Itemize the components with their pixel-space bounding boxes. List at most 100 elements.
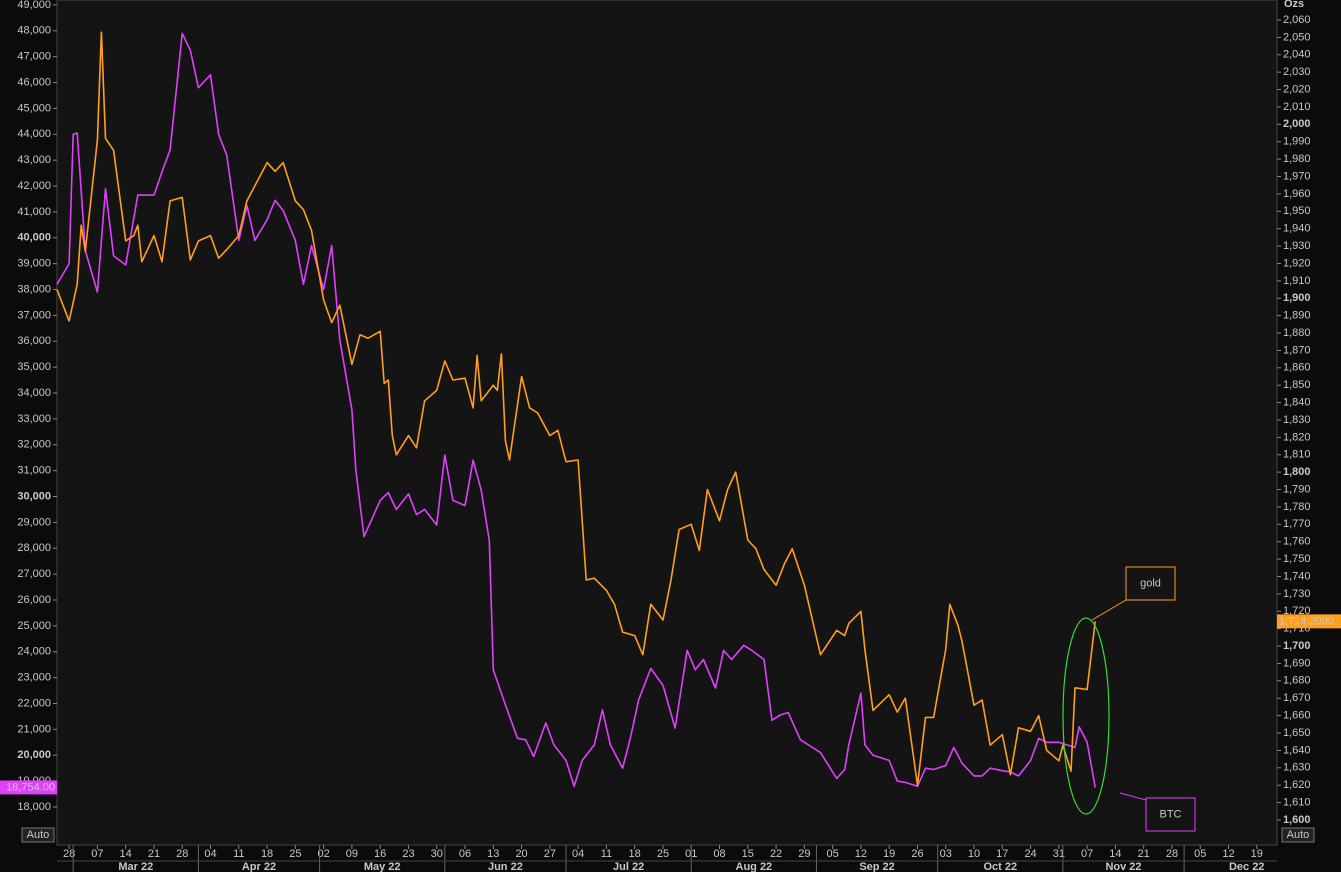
- x-tick-label: 27: [544, 848, 556, 860]
- x-tick-label: 24: [1024, 848, 1036, 860]
- x-tick-label: 09: [346, 848, 358, 860]
- annotation-connector: [1091, 599, 1127, 621]
- y2-tick-label: 2,050: [1283, 31, 1311, 43]
- y-tick-label: 31,000: [17, 465, 51, 477]
- x-tick-label: 11: [233, 848, 244, 860]
- y2-tick-label: 1,860: [1283, 362, 1311, 374]
- y-tick-label: 43,000: [17, 154, 51, 166]
- x-tick-label: 04: [204, 848, 216, 860]
- x-tick-label: 23: [402, 848, 414, 860]
- y-tick-label: 25,000: [17, 620, 51, 632]
- annotation-text: BTC: [1160, 808, 1182, 820]
- x-tick-label: 21: [1138, 848, 1150, 860]
- y2-tick-label: 1,930: [1283, 240, 1311, 252]
- x-tick-label: 04: [572, 848, 584, 860]
- x-tick-label: 10: [968, 848, 980, 860]
- annotation-text: gold: [1140, 577, 1161, 589]
- x-tick-label: 25: [657, 848, 669, 860]
- auto-button[interactable]: [21, 827, 55, 843]
- y2-tick-label: 1,980: [1283, 153, 1311, 165]
- auto-button[interactable]: [1281, 827, 1315, 843]
- x-tick-label: 20: [515, 848, 527, 860]
- y2-tick-label: 2,010: [1283, 101, 1311, 113]
- y-tick-label: 45,000: [17, 102, 51, 114]
- y-tick-label: 41,000: [17, 206, 51, 218]
- x-tick-label: 30: [431, 848, 443, 860]
- y-tick-label: 35,000: [17, 361, 51, 373]
- y2-tick-label: 2,060: [1283, 14, 1311, 26]
- x-tick-label: 28: [176, 848, 188, 860]
- x-tick-label: 17: [996, 848, 1008, 860]
- y2-tick-label: 1,950: [1283, 205, 1311, 217]
- y2-tick-label: 1,780: [1283, 501, 1311, 513]
- y2-tick-label: 2,040: [1283, 49, 1311, 61]
- y-tick-label: 32,000: [17, 439, 51, 451]
- y2-tick-label: 1,760: [1283, 536, 1311, 548]
- y2-tick-label: 2,000: [1283, 118, 1311, 130]
- x-tick-label: 28: [63, 848, 75, 860]
- x-tick-label: 05: [827, 848, 839, 860]
- x-tick-label: 12: [855, 848, 867, 860]
- y-tick-label: 39,000: [17, 258, 51, 270]
- y2-axis-label: Ozs: [1284, 0, 1304, 10]
- series-line: [56, 32, 1096, 788]
- annotation-box: [1125, 566, 1176, 601]
- y2-tick-label: 1,720: [1283, 605, 1311, 617]
- y2-tick-label: 1,770: [1283, 518, 1311, 530]
- x-tick-label: 11: [601, 848, 612, 860]
- y2-tick-label: 1,700: [1283, 640, 1311, 652]
- y-tick-label: 34,000: [17, 387, 51, 399]
- x-tick-label: 13: [487, 848, 499, 860]
- month-label: Jul 22: [613, 861, 644, 872]
- x-tick-label: 18: [629, 848, 641, 860]
- y2-tick-label: 2,030: [1283, 66, 1311, 78]
- y2-tick-label: 1,910: [1283, 275, 1311, 287]
- x-tick-label: 08: [713, 848, 725, 860]
- y2-tick-label: 1,600: [1283, 814, 1311, 826]
- y-tick-label: 46,000: [17, 76, 51, 88]
- y2-tick-label: 1,620: [1283, 779, 1311, 791]
- x-tick-label: 12: [1222, 848, 1234, 860]
- x-tick-label: 25: [289, 848, 301, 860]
- y-tick-label: 30,000: [17, 490, 51, 502]
- last-value-label: 1,714.2000: [1279, 615, 1334, 627]
- y2-tick-label: 1,800: [1283, 466, 1311, 478]
- x-tick-label: 28: [1166, 848, 1178, 860]
- series-line: [56, 31, 1096, 786]
- y2-tick-label: 1,870: [1283, 344, 1311, 356]
- highlight-ellipse: [1062, 617, 1110, 815]
- y-tick-label: 21,000: [17, 723, 51, 735]
- month-label: May 22: [364, 861, 401, 872]
- y-tick-label: 36,000: [17, 335, 51, 347]
- last-value-box: [1277, 614, 1341, 629]
- y-tick-label: 20,000: [17, 749, 51, 761]
- x-tick-label: 14: [120, 848, 132, 860]
- y2-tick-label: 1,680: [1283, 675, 1311, 687]
- y-tick-label: 18,000: [17, 801, 51, 813]
- auto-button-label[interactable]: Auto: [1287, 829, 1310, 841]
- month-label: Aug 22: [736, 861, 773, 872]
- plot-area: [56, 0, 1278, 846]
- month-label: Apr 22: [242, 861, 276, 872]
- y2-tick-label: 1,890: [1283, 310, 1311, 322]
- y2-tick-label: 1,660: [1283, 710, 1311, 722]
- y2-tick-label: 1,940: [1283, 223, 1311, 235]
- y-tick-label: 28,000: [17, 542, 51, 554]
- y2-tick-label: 1,900: [1283, 292, 1311, 304]
- annotation-connector: [1119, 792, 1147, 801]
- y-tick-label: 26,000: [17, 594, 51, 606]
- x-tick-label: 14: [1109, 848, 1121, 860]
- y2-tick-label: 1,920: [1283, 257, 1311, 269]
- x-tick-label: 06: [459, 848, 471, 860]
- y2-tick-label: 1,630: [1283, 762, 1311, 774]
- x-tick-label: 02: [317, 848, 329, 860]
- y-tick-label: 47,000: [17, 51, 51, 63]
- plot: [56, 31, 1096, 788]
- x-tick-label: 05: [1194, 848, 1206, 860]
- auto-button-label[interactable]: Auto: [27, 829, 50, 841]
- annotation-box: [1145, 797, 1196, 832]
- y-tick-label: 29,000: [17, 516, 51, 528]
- y2-tick-label: 1,830: [1283, 414, 1311, 426]
- y2-tick-label: 1,820: [1283, 431, 1311, 443]
